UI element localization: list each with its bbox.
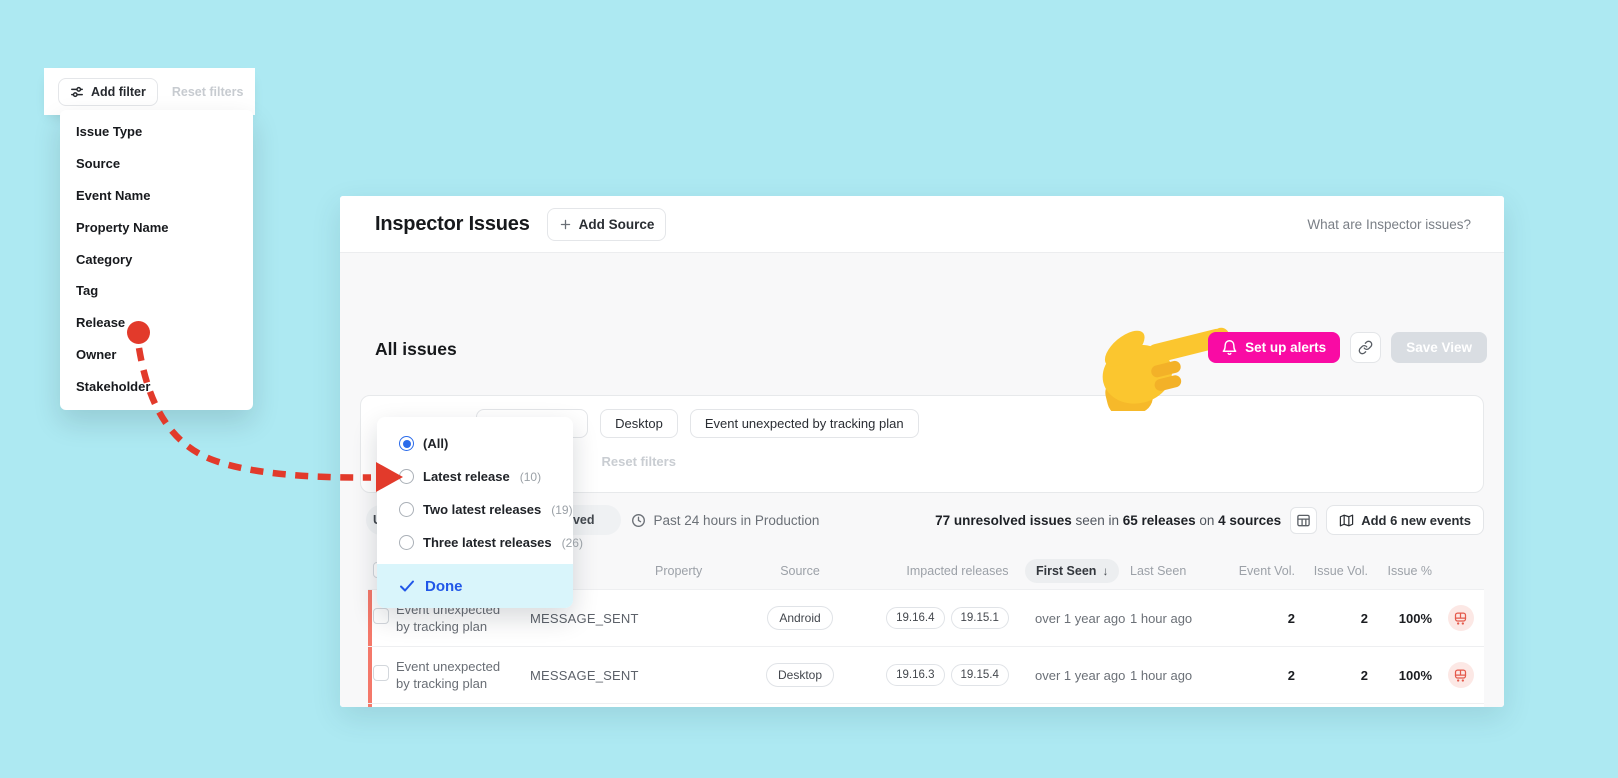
- issue-pct-cell: 100%: [1398, 667, 1432, 683]
- table-view-button[interactable]: [1290, 506, 1318, 534]
- issue-vol-cell: 2: [1360, 610, 1368, 626]
- menu-item-owner[interactable]: Owner: [76, 346, 117, 362]
- plus-icon: [559, 218, 572, 231]
- radio-selected[interactable]: [399, 436, 414, 451]
- pointing-hand-emoji: [1090, 303, 1240, 411]
- issue-risk-icon: [1447, 662, 1474, 688]
- filter-icon: [70, 85, 84, 99]
- table-row[interactable]: Event unexpected by tracking plan MESSAG…: [368, 703, 1484, 707]
- release-chip[interactable]: 19.15.4: [950, 664, 1009, 686]
- property-cell: MESSAGE_SENT: [530, 667, 639, 683]
- release-option-all[interactable]: (All): [377, 427, 573, 460]
- view-actions: Set up alerts Save View: [1208, 332, 1487, 363]
- table-icon: [1296, 513, 1311, 528]
- row-checkbox[interactable]: [373, 607, 389, 624]
- map-icon: [1339, 513, 1354, 528]
- set-up-alerts-label: Set up alerts: [1245, 340, 1327, 355]
- time-range-label: Past 24 hours in Production: [653, 512, 820, 528]
- help-link[interactable]: What are Inspector issues?: [1307, 216, 1471, 232]
- issue-vol-cell: 2: [1360, 667, 1368, 683]
- col-first-seen-sort[interactable]: First Seen ↓: [1025, 559, 1120, 583]
- first-seen-cell: over 1 year ago: [1035, 667, 1126, 683]
- add-source-label: Add Source: [578, 216, 655, 232]
- time-range[interactable]: Past 24 hours in Production: [631, 512, 820, 528]
- menu-item-release[interactable]: Release: [76, 315, 126, 331]
- event-vol-cell: 2: [1287, 667, 1295, 683]
- row-checkbox[interactable]: [373, 664, 389, 681]
- release-chip[interactable]: 19.15.1: [950, 607, 1009, 629]
- filter-field-menu: Issue Type Source Event Name Property Na…: [60, 110, 253, 410]
- property-cell: MESSAGE_SENT: [530, 610, 639, 626]
- add-new-events-button[interactable]: Add 6 new events: [1326, 505, 1484, 535]
- release-chip[interactable]: 19.16.3: [886, 664, 945, 686]
- bell-icon: [1222, 340, 1237, 355]
- page-title: Inspector Issues: [375, 212, 530, 235]
- menu-item-tag[interactable]: Tag: [76, 283, 99, 299]
- radio[interactable]: [399, 469, 414, 484]
- col-issue-pct[interactable]: Issue %: [1387, 564, 1432, 578]
- col-property[interactable]: Property: [655, 564, 703, 578]
- last-seen-cell: 1 hour ago: [1130, 610, 1193, 626]
- clock-icon: [631, 513, 646, 528]
- add-new-events-label: Add 6 new events: [1361, 512, 1471, 528]
- menu-item-property-name[interactable]: Property Name: [76, 219, 169, 235]
- copy-link-button[interactable]: [1350, 332, 1382, 363]
- releases-cell: 19.16.3 19.15.4: [855, 664, 1020, 686]
- col-source[interactable]: Source: [780, 564, 820, 578]
- menu-item-source[interactable]: Source: [76, 156, 121, 172]
- panel-header: Inspector Issues Add Source What are Ins…: [340, 196, 1504, 253]
- add-filter-button[interactable]: Add filter: [58, 77, 158, 106]
- dropdown-done-button[interactable]: Done: [377, 564, 573, 608]
- last-seen-cell: 1 hour ago: [1130, 667, 1193, 683]
- menu-item-category[interactable]: Category: [76, 251, 133, 267]
- check-icon: [399, 579, 415, 593]
- link-icon: [1358, 340, 1373, 355]
- quick-filter-event-unexpected[interactable]: Event unexpected by tracking plan: [689, 409, 919, 438]
- first-seen-cell: over 1 year ago: [1035, 610, 1126, 626]
- col-issue-vol[interactable]: Issue Vol.: [1313, 564, 1368, 578]
- release-filter-dropdown: (All) Latest release (10) Two latest rel…: [377, 417, 583, 608]
- reset-filters-button-inline[interactable]: Reset filters: [601, 453, 676, 469]
- issues-summary: 77 unresolved issues seen in 65 releases…: [935, 512, 1282, 528]
- table-header: Property Source Impacted releases First …: [368, 553, 1484, 589]
- issue-pct-cell: 100%: [1398, 610, 1432, 626]
- release-option-three-latest[interactable]: Three latest releases (26): [377, 526, 583, 559]
- set-up-alerts-button[interactable]: Set up alerts: [1208, 332, 1341, 363]
- section-heading: All issues: [375, 339, 457, 359]
- col-event-vol[interactable]: Event Vol.: [1238, 564, 1295, 578]
- release-option-latest[interactable]: Latest release (10): [377, 460, 573, 493]
- save-view-button[interactable]: Save View: [1391, 332, 1487, 363]
- table-row[interactable]: Event unexpected by tracking plan MESSAG…: [368, 646, 1484, 703]
- menu-item-event-name[interactable]: Event Name: [76, 187, 151, 203]
- source-chip[interactable]: Android: [767, 606, 833, 630]
- col-last-seen[interactable]: Last Seen: [1130, 564, 1187, 578]
- quick-filter-desktop[interactable]: Desktop: [600, 409, 678, 438]
- source-chip[interactable]: Desktop: [765, 663, 835, 687]
- release-highlight-dot: [127, 321, 150, 344]
- release-option-two-latest[interactable]: Two latest releases (19): [377, 493, 573, 526]
- floating-filter-bar: Add filter Reset filters: [44, 68, 255, 115]
- issue-type-cell: Event unexpected by tracking plan: [396, 659, 501, 691]
- menu-item-stakeholder[interactable]: Stakeholder: [76, 378, 151, 394]
- radio[interactable]: [399, 502, 414, 517]
- releases-cell: 19.16.4 19.15.1: [855, 607, 1020, 629]
- release-chip[interactable]: 19.16.4: [886, 607, 945, 629]
- event-vol-cell: 2: [1287, 610, 1295, 626]
- add-source-button[interactable]: Add Source: [546, 207, 667, 241]
- add-filter-label: Add filter: [91, 84, 146, 99]
- sort-desc-icon: ↓: [1102, 564, 1109, 578]
- radio[interactable]: [399, 535, 414, 550]
- col-impacted-releases[interactable]: Impacted releases: [906, 564, 1009, 578]
- issue-risk-icon: [1447, 605, 1474, 631]
- menu-item-issue-type[interactable]: Issue Type: [76, 124, 143, 140]
- reset-filters-button[interactable]: Reset filters: [171, 84, 244, 99]
